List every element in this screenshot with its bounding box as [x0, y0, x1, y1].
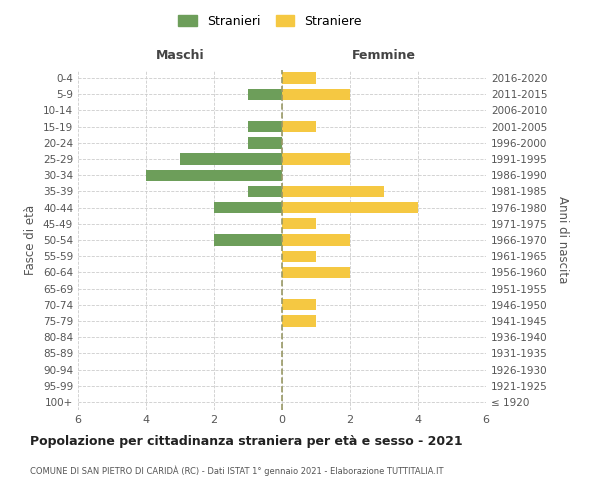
Bar: [282, 88, 350, 100]
Bar: [248, 137, 282, 148]
Y-axis label: Fasce di età: Fasce di età: [25, 205, 37, 275]
Bar: [282, 202, 418, 213]
Bar: [282, 218, 316, 230]
Bar: [282, 316, 316, 326]
Bar: [282, 299, 316, 310]
Text: Femmine: Femmine: [352, 49, 416, 62]
Bar: [180, 154, 282, 164]
Bar: [214, 234, 282, 246]
Bar: [282, 154, 350, 164]
Bar: [146, 170, 282, 181]
Bar: [282, 250, 316, 262]
Bar: [282, 186, 384, 197]
Bar: [248, 186, 282, 197]
Bar: [248, 121, 282, 132]
Legend: Stranieri, Straniere: Stranieri, Straniere: [175, 11, 365, 32]
Text: Popolazione per cittadinanza straniera per età e sesso - 2021: Popolazione per cittadinanza straniera p…: [30, 435, 463, 448]
Bar: [214, 202, 282, 213]
Bar: [282, 72, 316, 84]
Bar: [282, 121, 316, 132]
Y-axis label: Anni di nascita: Anni di nascita: [556, 196, 569, 284]
Bar: [282, 234, 350, 246]
Text: Maschi: Maschi: [155, 49, 205, 62]
Bar: [282, 266, 350, 278]
Text: COMUNE DI SAN PIETRO DI CARIDÀ (RC) - Dati ISTAT 1° gennaio 2021 - Elaborazione : COMUNE DI SAN PIETRO DI CARIDÀ (RC) - Da…: [30, 465, 443, 475]
Bar: [248, 88, 282, 100]
